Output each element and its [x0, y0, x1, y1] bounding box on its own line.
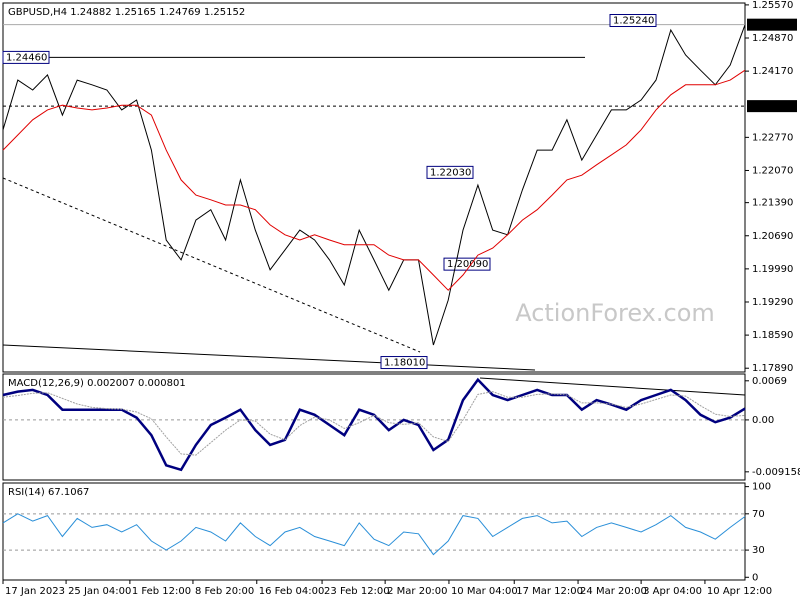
price-marker — [747, 18, 797, 31]
price-panel — [2, 2, 746, 373]
macd-panel — [2, 373, 746, 481]
series-line — [2, 391, 746, 456]
x-tick-label: 24 Mar 20:00 — [580, 586, 647, 597]
y-tick-label: 70 — [752, 509, 765, 520]
panel-title: GBPUSD,H4 1.24882 1.25165 1.24769 1.2515… — [8, 7, 245, 18]
y-tick-label: 1.22770 — [752, 132, 793, 143]
price-marker-label: 1.25152 — [751, 20, 792, 31]
series-line — [2, 24, 746, 346]
y-tick-label: 30 — [752, 545, 765, 556]
panel-title: MACD(12,26,9) 0.002007 0.000801 — [8, 378, 186, 389]
y-tick-label: 1.21390 — [752, 198, 793, 209]
y-tick-label: 100 — [752, 482, 771, 493]
x-tick-label: 10 Apr 12:00 — [707, 586, 772, 597]
y-tick-label: 1.25570 — [752, 0, 793, 11]
series-line — [2, 377, 746, 472]
y-tick-label: 0.00 — [752, 415, 774, 426]
trendline — [2, 344, 536, 371]
trendline — [2, 177, 421, 353]
annotation-box — [609, 14, 657, 28]
annotation-label: 1.18010 — [384, 358, 425, 369]
y-tick-label: 1.24870 — [752, 33, 793, 44]
x-tick-label: 8 Feb 20:00 — [195, 586, 254, 597]
y-tick-label: 1.19290 — [752, 297, 793, 308]
y-tick-label: 1.22070 — [752, 165, 793, 176]
y-tick-label: -0.009158 — [752, 467, 800, 478]
x-tick-label: 17 Jan 2023 — [5, 586, 65, 597]
x-tick-label: 23 Feb 12:00 — [324, 586, 390, 597]
rsi-panel — [2, 482, 746, 581]
x-tick-label: 2 Mar 20:00 — [387, 586, 447, 597]
x-tick-label: 3 Apr 04:00 — [643, 586, 702, 597]
y-tick-label: 1.18590 — [752, 330, 793, 341]
annotation-label: 1.25240 — [613, 16, 654, 27]
macd-trendline — [479, 377, 746, 396]
y-tick-label: 1.20690 — [752, 231, 793, 242]
annotation-box — [426, 165, 474, 179]
annotation-label: 1.22030 — [430, 167, 471, 178]
y-tick-label: 0 — [752, 572, 758, 583]
x-tick-label: 17 Mar 12:00 — [516, 586, 583, 597]
x-tick-label: 1 Feb 12:00 — [132, 586, 191, 597]
x-tick-label: 16 Feb 04:00 — [259, 586, 325, 597]
watermark: ActionForex.com — [515, 299, 715, 327]
x-tick-label: 10 Mar 04:00 — [451, 586, 518, 597]
y-tick-label: 1.19990 — [752, 264, 793, 275]
annotation-box — [2, 50, 50, 64]
annotation-label: 1.24460 — [6, 52, 47, 63]
x-tick-label: 25 Jan 04:00 — [68, 586, 131, 597]
annotation-label: 1.20090 — [447, 259, 488, 270]
y-tick-label: 0.0069 — [752, 376, 787, 387]
y-tick-label: 1.17890 — [752, 363, 793, 374]
y-tick-label: 1.24170 — [752, 66, 793, 77]
price-marker-label: 1.23430 — [751, 101, 792, 112]
series-line — [2, 513, 746, 556]
price-marker — [747, 100, 797, 113]
series-line — [2, 69, 746, 291]
panel-title: RSI(14) 67.1067 — [8, 487, 89, 498]
annotation-box — [380, 356, 428, 370]
